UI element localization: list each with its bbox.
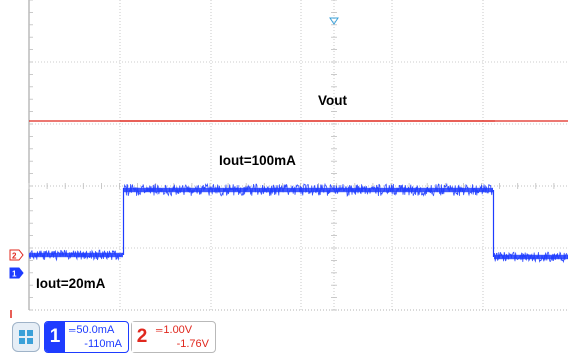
- iout-high-segment: [123, 182, 493, 197]
- channel-1-marker-text: 1: [12, 270, 17, 279]
- trigger-position-icon: [329, 17, 339, 25]
- menu-button[interactable]: [12, 322, 40, 352]
- iout-low-segment-left: [28, 249, 123, 262]
- iout-high-segment-core: [124, 187, 493, 193]
- iout-100ma-label: Iout=100mA: [219, 153, 296, 168]
- iout-low-segment-right-core: [494, 254, 568, 260]
- channel-1-number: 1: [45, 322, 65, 352]
- waveform-traces: [28, 120, 568, 264]
- channel-2-scale: 1.00V: [163, 324, 193, 336]
- channel-2-marker-text: 2: [12, 252, 17, 261]
- dc-coupling-icon: ═: [69, 325, 75, 335]
- iout-20ma-label: Iout=20mA: [36, 276, 106, 291]
- channel-1-offset: -110mA: [84, 338, 122, 350]
- channel-2-offset: -1.76V: [176, 338, 209, 350]
- vout-label: Vout: [318, 93, 347, 108]
- markers: 21: [9, 17, 339, 318]
- channel-1-scale: 50.0mA: [76, 324, 115, 336]
- dc-coupling-icon: ═: [156, 325, 162, 335]
- channel-2-settings-button[interactable]: 2 ═ 1.00V -1.76V: [131, 321, 216, 353]
- iout-low-segment-left-core: [29, 252, 123, 258]
- channel-1-ground-marker-icon: [9, 267, 24, 279]
- graticule-grid: [28, 0, 568, 311]
- channel-2-ground-marker-icon: [9, 249, 24, 261]
- channel-2-number: 2: [132, 322, 152, 352]
- channel-1-settings-button[interactable]: 1 ═ 50.0mA -110mA: [44, 321, 129, 353]
